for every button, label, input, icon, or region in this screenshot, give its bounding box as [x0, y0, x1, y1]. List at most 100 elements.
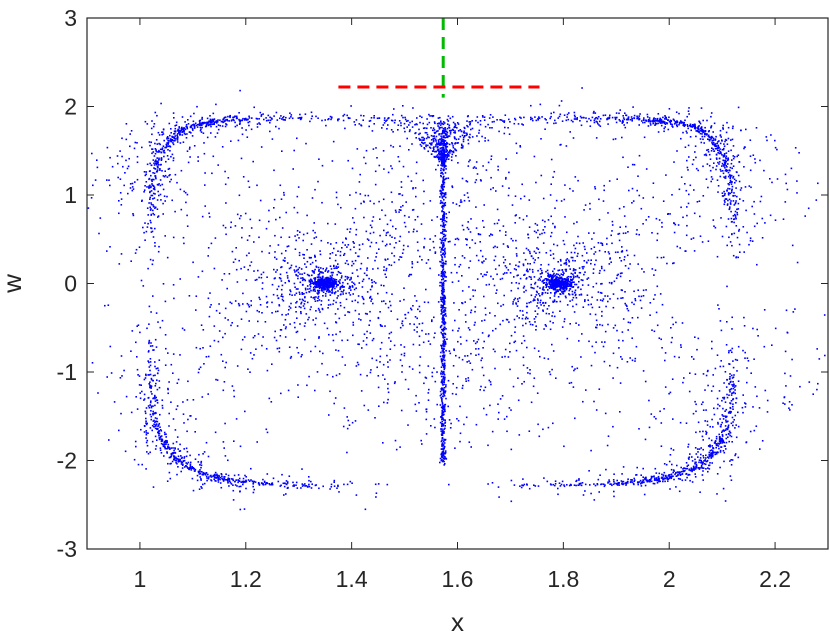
scatter-point: [717, 140, 719, 143]
scatter-point: [217, 481, 220, 483]
scatter-point: [123, 184, 125, 187]
scatter-point: [169, 150, 171, 152]
scatter-point: [441, 437, 444, 439]
scatter-point: [446, 142, 448, 145]
scatter-point: [313, 298, 316, 300]
scatter-point: [685, 467, 687, 470]
scatter-point: [444, 224, 447, 226]
scatter-point: [161, 133, 163, 136]
scatter-point: [225, 123, 227, 125]
scatter-point: [230, 119, 233, 121]
scatter-point: [445, 168, 447, 170]
scatter-point: [442, 204, 444, 207]
scatter-point: [633, 479, 636, 481]
scatter-point: [440, 459, 443, 462]
scatter-point: [708, 153, 711, 156]
scatter-point: [134, 181, 136, 183]
scatter-point: [442, 213, 445, 216]
scatter-point: [561, 120, 564, 122]
scatter-point: [444, 342, 447, 345]
scatter-point: [347, 244, 350, 246]
scatter-point: [149, 162, 151, 165]
scatter-point: [615, 121, 618, 124]
scatter-point: [353, 288, 356, 291]
scatter-point: [417, 308, 419, 311]
scatter-point: [443, 289, 445, 291]
scatter-point: [144, 222, 146, 224]
scatter-point: [475, 254, 478, 257]
scatter-point: [152, 212, 154, 215]
scatter-point: [172, 447, 174, 449]
scatter-point: [156, 399, 158, 401]
scatter-point: [443, 211, 446, 214]
scatter-point: [597, 122, 599, 125]
scatter-point: [603, 485, 606, 488]
scatter-point: [221, 279, 223, 281]
scatter-point: [384, 273, 386, 276]
scatter-point: [189, 131, 191, 133]
scatter-point: [716, 451, 719, 453]
scatter-point: [690, 129, 692, 132]
scatter-point: [724, 159, 727, 162]
scatter-point: [202, 347, 204, 349]
scatter-point: [192, 129, 194, 131]
scatter-point: [687, 144, 690, 147]
scatter-point: [155, 396, 157, 399]
scatter-point: [146, 327, 148, 330]
scatter-point: [192, 489, 195, 492]
scatter-point: [158, 437, 161, 439]
scatter-point: [277, 285, 280, 288]
scatter-point: [731, 189, 733, 192]
scatter-point: [434, 150, 436, 153]
scatter-point: [701, 474, 704, 476]
scatter-point: [673, 123, 676, 125]
scatter-point: [664, 115, 666, 117]
scatter-point: [622, 119, 624, 122]
scatter-point: [371, 226, 373, 229]
scatter-point: [331, 288, 333, 291]
scatter-point: [189, 467, 191, 469]
scatter-point: [330, 483, 333, 486]
scatter-point: [442, 168, 445, 171]
scatter-point: [442, 236, 445, 238]
scatter-point: [168, 167, 171, 170]
scatter-point: [722, 365, 725, 368]
scatter-point: [663, 463, 666, 465]
scatter-point: [537, 485, 540, 487]
scatter-point: [443, 355, 446, 358]
scatter-point: [708, 451, 711, 454]
scatter-point: [445, 151, 447, 153]
scatter-point: [484, 140, 486, 142]
scatter-point: [180, 129, 183, 132]
scatter-point: [258, 219, 261, 222]
scatter-point: [281, 227, 284, 229]
scatter-point: [144, 120, 147, 123]
scatter-point: [727, 150, 730, 152]
scatter-point: [506, 245, 509, 247]
scatter-point: [166, 447, 169, 450]
scatter-point: [386, 402, 389, 404]
scatter-point: [248, 235, 251, 237]
scatter-point: [715, 437, 718, 440]
scatter-point: [193, 470, 196, 472]
scatter-point: [440, 416, 443, 419]
scatter-point: [143, 189, 146, 191]
scatter-point: [315, 310, 317, 312]
scatter-point: [343, 254, 345, 256]
scatter-point: [656, 482, 659, 484]
scatter-point: [120, 355, 123, 357]
scatter-point: [174, 130, 177, 133]
scatter-point: [622, 483, 625, 485]
scatter-point: [722, 407, 724, 410]
scatter-point: [342, 291, 344, 293]
scatter-point: [358, 313, 360, 315]
scatter-point: [212, 475, 214, 478]
scatter-point: [698, 468, 701, 470]
scatter-point: [442, 215, 444, 217]
scatter-point: [444, 336, 446, 339]
scatter-point: [650, 475, 653, 478]
scatter-point: [99, 217, 102, 219]
scatter-point: [700, 447, 702, 449]
scatter-point: [286, 262, 289, 264]
scatter-point: [191, 477, 194, 480]
